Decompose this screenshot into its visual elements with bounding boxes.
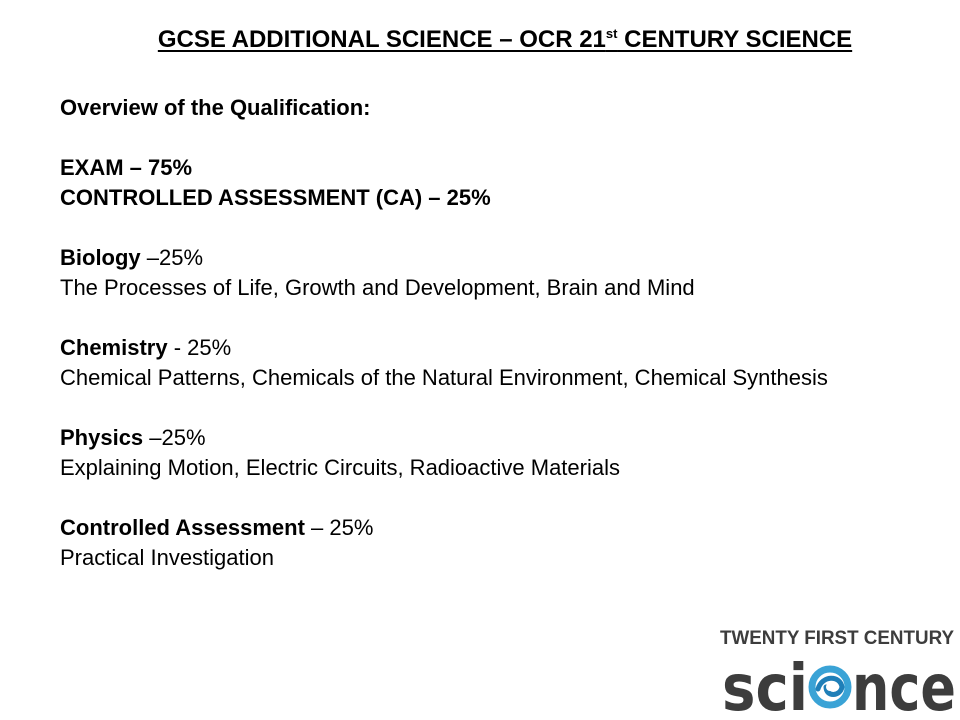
exam-weight: EXAM – 75% — [60, 155, 193, 180]
section-controlled-assessment-desc: Practical Investigation — [60, 545, 274, 570]
section-chemistry-heading: Chemistry - 25% — [60, 335, 232, 360]
section-chemistry-desc: Chemical Patterns, Chemicals of the Natu… — [60, 365, 828, 390]
section-physics-desc: Explaining Motion, Electric Circuits, Ra… — [60, 455, 620, 480]
section-biology-heading: Biology –25% — [60, 245, 204, 270]
qualification-overview: Overview of the Qualification: EXAM – 75… — [60, 93, 900, 573]
logo-word-left: sci — [722, 652, 808, 718]
section-controlled-assessment-heading: Controlled Assessment – 25% — [60, 515, 374, 540]
swirl-e-icon — [808, 665, 852, 709]
controlled-assessment-weight: CONTROLLED ASSESSMENT (CA) – 25% — [60, 185, 491, 210]
section-biology-desc: The Processes of Life, Growth and Develo… — [60, 275, 695, 300]
page-title: GCSE ADDITIONAL SCIENCE – OCR 21st CENTU… — [157, 26, 853, 53]
twenty-first-century-science-logo: TWENTY FIRST CENTURY sci nce — [720, 627, 956, 718]
title-superscript: st — [605, 26, 618, 41]
overview-heading: Overview of the Qualification: — [60, 95, 371, 120]
section-physics-heading: Physics –25% — [60, 425, 206, 450]
logo-word-right: nce — [852, 652, 956, 718]
logo-top-text: TWENTY FIRST CENTURY — [720, 627, 954, 649]
